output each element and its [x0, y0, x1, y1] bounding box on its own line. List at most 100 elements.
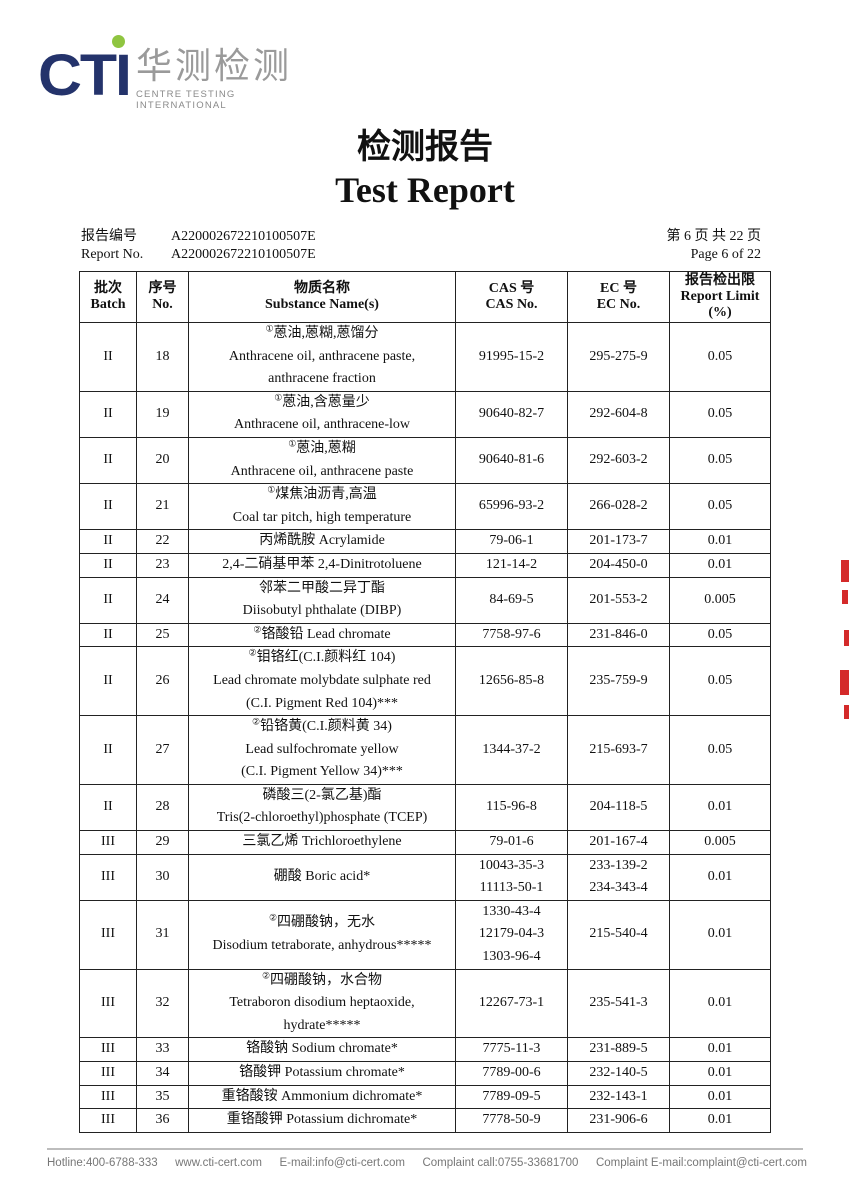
table-row: II 23 2,4-二硝基甲苯 2,4-Dinitrotoluene 121-14-2… [79, 552, 771, 578]
cell-ec: 215-693-7 [567, 715, 670, 785]
cell-no: 25 [136, 622, 189, 648]
red-seal-stamp-edge [838, 560, 850, 720]
cell-no: 33 [136, 1037, 189, 1062]
footer-hotline: Hotline:400-6788-333 [47, 1157, 158, 1169]
cell-substance: ②四硼酸钠，水合物 Tetraboron disodium heptaoxide,… [188, 968, 456, 1039]
cell-cas: 12656-85-8 [455, 646, 568, 717]
cell-batch: III [79, 1061, 137, 1086]
cell-report-limit: 0.01 [669, 968, 771, 1039]
header-substance: 物质名称 Substance Name(s) [188, 271, 456, 323]
cell-batch: II [79, 576, 137, 624]
cell-no: 19 [136, 390, 189, 438]
footer-email[interactable]: E-mail:info@cti-cert.com [279, 1157, 405, 1169]
table-row: II 27 ②铅铬黄(C.I.颜料黄 34) Lead sulfochromate y… [79, 715, 771, 785]
cell-batch: III [79, 899, 137, 970]
cell-ec: 204-450-0 [567, 552, 670, 578]
cell-batch: II [79, 552, 137, 578]
table-row: II 19 ①蒽油,含蒽量少 Anthracene oil, anthracene-l… [79, 390, 771, 438]
table-row: II 21 ①煤焦油沥青,高温 Coal tar pitch, high temper… [79, 483, 771, 531]
cell-batch: II [79, 715, 137, 785]
table-row: III 34 铬酸钾 Potassium chromate* 7789-00-6 232… [79, 1061, 771, 1086]
cell-cas: 84-69-5 [455, 576, 568, 624]
cti-logo: CTI 华测检测 CENTRE TESTING INTERNATIONAL [38, 33, 318, 111]
cell-batch: II [79, 529, 137, 554]
cell-ec: 201-167-4 [567, 830, 670, 855]
cell-substance: 三氯乙烯 Trichloroethylene [188, 830, 456, 855]
cell-substance: 丙烯酰胺 Acrylamide [188, 529, 456, 554]
cell-no: 34 [136, 1061, 189, 1086]
cell-no: 24 [136, 576, 189, 624]
cell-substance: 铬酸钾 Potassium chromate* [188, 1061, 456, 1086]
cell-no: 26 [136, 646, 189, 717]
header-cas: CAS 号 CAS No. [455, 271, 568, 323]
cell-ec: 231-889-5 [567, 1037, 670, 1062]
cell-cas: 90640-81-6 [455, 436, 568, 485]
cell-ec: 292-603-2 [567, 436, 670, 485]
cell-ec: 292-604-8 [567, 390, 670, 438]
cell-cas: 7775-11-3 [455, 1037, 568, 1062]
cell-substance: 硼酸 Boric acid* [188, 853, 456, 901]
footer-complaint-email[interactable]: Complaint E-mail:complaint@cti-cert.com [595, 1157, 807, 1169]
header-ec: EC 号 EC No. [567, 271, 670, 323]
cell-cas: 121-14-2 [455, 552, 568, 578]
note-marker: ② [252, 716, 261, 727]
cell-batch: II [79, 436, 137, 485]
cell-cas: 10043-35-3 11113-50-1 [455, 853, 568, 901]
page-cn: 第 6 页 共 22 页 [666, 229, 762, 244]
cell-ec: 295-275-9 [567, 322, 670, 392]
cell-batch: III [79, 1084, 137, 1110]
cell-cas: 7778-50-9 [455, 1108, 568, 1133]
cell-substance: ①蒽油,蒽糊 Anthracene oil, anthracene paste [188, 436, 456, 485]
cell-cas: 1344-37-2 [455, 715, 568, 785]
cell-substance: ②铅铬黄(C.I.颜料黄 34) Lead sulfochromate yello… [188, 715, 456, 785]
table-row: III 35 重铬酸铵 Ammonium dichromate* 7789-09-5 2… [79, 1084, 771, 1110]
table-row: II 18 ①蒽油,蒽糊,蒽馏分 Anthracene oil, anthracene… [79, 322, 771, 392]
logo-dot-icon [112, 35, 125, 48]
cell-report-limit: 0.01 [669, 853, 771, 901]
cell-no: 35 [136, 1084, 189, 1110]
header-report-limit: 报告检出限 Report Limit (%) [669, 271, 771, 323]
header-no: 序号 No. [136, 271, 189, 323]
cell-batch: II [79, 322, 137, 392]
page-en: Page 6 of 22 [690, 247, 761, 262]
cell-batch: III [79, 1037, 137, 1062]
table-row: II 24 邻苯二甲酸二异丁酯 Diisobutyl phthalate (DIBP)… [79, 576, 771, 624]
cell-report-limit: 0.005 [669, 576, 771, 624]
note-marker: ① [265, 323, 274, 334]
table-row: II 25 ②铬酸铅 Lead chromate 7758-97-6 231-846-0… [79, 622, 771, 648]
footer-website[interactable]: www.cti-cert.com [175, 1157, 263, 1169]
table-row: III 30 硼酸 Boric acid* 10043-35-3 11113-50-1 2… [79, 853, 771, 901]
table-row: III 33 铬酸钠 Sodium chromate* 7775-11-3 231-88… [79, 1037, 771, 1062]
logo-chinese: 华测检测 [136, 46, 293, 87]
cell-no: 21 [136, 483, 189, 531]
cell-report-limit: 0.05 [669, 322, 771, 392]
title-english: Test Report [335, 170, 515, 210]
cell-cas: 7758-97-6 [455, 622, 568, 648]
substance-table: 批次 Batch 序号 No. 物质名称 Substance Name(s) CAS … [79, 271, 771, 1133]
cell-report-limit: 0.01 [669, 1061, 771, 1086]
cell-report-limit: 0.05 [669, 390, 771, 438]
cell-report-limit: 0.01 [669, 1037, 771, 1062]
cell-report-limit: 0.05 [669, 715, 771, 785]
title-chinese: 检测报告 [357, 129, 493, 166]
cell-batch: III [79, 853, 137, 901]
cell-no: 28 [136, 783, 189, 832]
cell-ec: 231-906-6 [567, 1108, 670, 1133]
cell-ec: 235-759-9 [567, 646, 670, 717]
logo-english: CENTRE TESTING INTERNATIONAL [136, 89, 236, 111]
cell-substance: ①蒽油,含蒽量少 Anthracene oil, anthracene-low [188, 390, 456, 438]
cell-batch: II [79, 622, 137, 648]
cell-ec: 266-028-2 [567, 483, 670, 531]
cell-batch: II [79, 783, 137, 832]
cell-report-limit: 0.01 [669, 529, 771, 554]
cell-report-limit: 0.05 [669, 483, 771, 531]
table-row: III 36 重铬酸钾 Potassium dichromate* 7778-50-9… [79, 1108, 771, 1133]
cell-report-limit: 0.01 [669, 899, 771, 970]
cell-report-limit: 0.05 [669, 646, 771, 717]
report-number-cn: A220002672210100507E [171, 229, 316, 244]
cell-ec: 204-118-5 [567, 783, 670, 832]
table-header-row: 批次 Batch 序号 No. 物质名称 Substance Name(s) CAS … [79, 271, 771, 323]
cell-report-limit: 0.005 [669, 830, 771, 855]
cell-no: 30 [136, 853, 189, 901]
cell-cas: 7789-09-5 [455, 1084, 568, 1110]
